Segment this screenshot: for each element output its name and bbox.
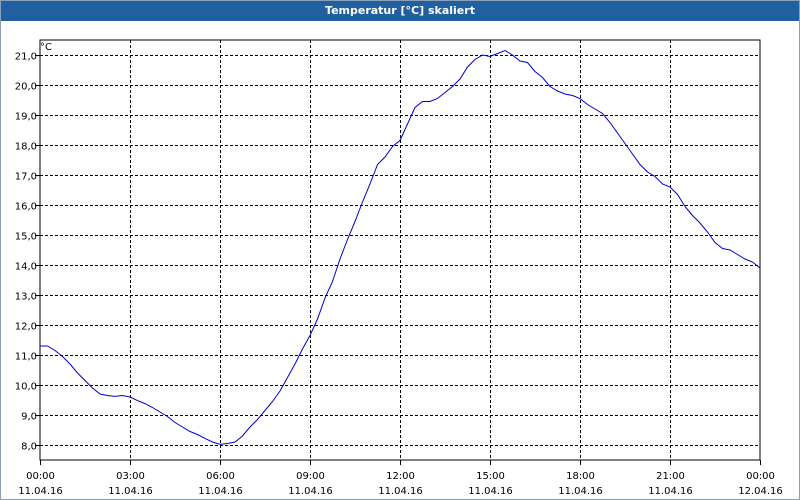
y-tick-label: 17,0 (15, 172, 37, 183)
y-axis-ticks: 8,0 9,0 10,0 11,0 12,0 13,0 14,0 15,0 16,0 17,0 18… (15, 52, 40, 453)
x-tick-time-label: 15:00 (476, 471, 505, 482)
chart-title: Temperatur [°C] skaliert (1, 1, 799, 21)
y-tick-label: 15,0 (15, 232, 37, 243)
x-tick-date-label: 12.04.16 (738, 486, 783, 497)
x-tick-time-label: 00:00 (746, 471, 775, 482)
y-tick-label: 11,0 (15, 352, 37, 363)
x-tick-date-label: 11.04.16 (108, 486, 153, 497)
x-tick-date-label: 11.04.16 (288, 486, 333, 497)
gridlines (40, 40, 760, 460)
x-tick-date-label: 11.04.16 (18, 486, 63, 497)
x-tick-time-label: 00:00 (26, 471, 55, 482)
y-tick-label: 14,0 (15, 262, 37, 273)
y-tick-label: 12,0 (15, 322, 37, 333)
x-tick-time-label: 12:00 (386, 471, 415, 482)
y-tick-label: 13,0 (15, 292, 37, 303)
y-tick-label: 21,0 (15, 52, 37, 63)
y-axis-unit-label: °C (40, 42, 52, 53)
x-tick-time-label: 18:00 (566, 471, 595, 482)
x-tick-date-label: 11.04.16 (378, 486, 423, 497)
x-tick-date-label: 11.04.16 (558, 486, 603, 497)
x-tick-time-label: 09:00 (296, 471, 325, 482)
y-tick-label: 19,0 (15, 112, 37, 123)
x-tick-time-label: 03:00 (116, 471, 145, 482)
y-tick-label: 8,0 (21, 442, 37, 453)
x-tick-date-label: 11.04.16 (198, 486, 243, 497)
x-tick-time-label: 06:00 (206, 471, 235, 482)
y-tick-label: 9,0 (21, 412, 37, 423)
y-tick-label: 10,0 (15, 382, 37, 393)
x-tick-time-label: 21:00 (656, 471, 685, 482)
x-tick-date-label: 11.04.16 (468, 486, 513, 497)
y-tick-label: 16,0 (15, 202, 37, 213)
y-tick-label: 20,0 (15, 82, 37, 93)
x-axis-ticks: 00:00 11.04.16 03:00 11.04.16 06:00 11.04.16 0… (18, 460, 783, 497)
x-tick-date-label: 11.04.16 (648, 486, 693, 497)
y-tick-label: 18,0 (15, 142, 37, 153)
temperature-series-line (40, 49, 761, 445)
